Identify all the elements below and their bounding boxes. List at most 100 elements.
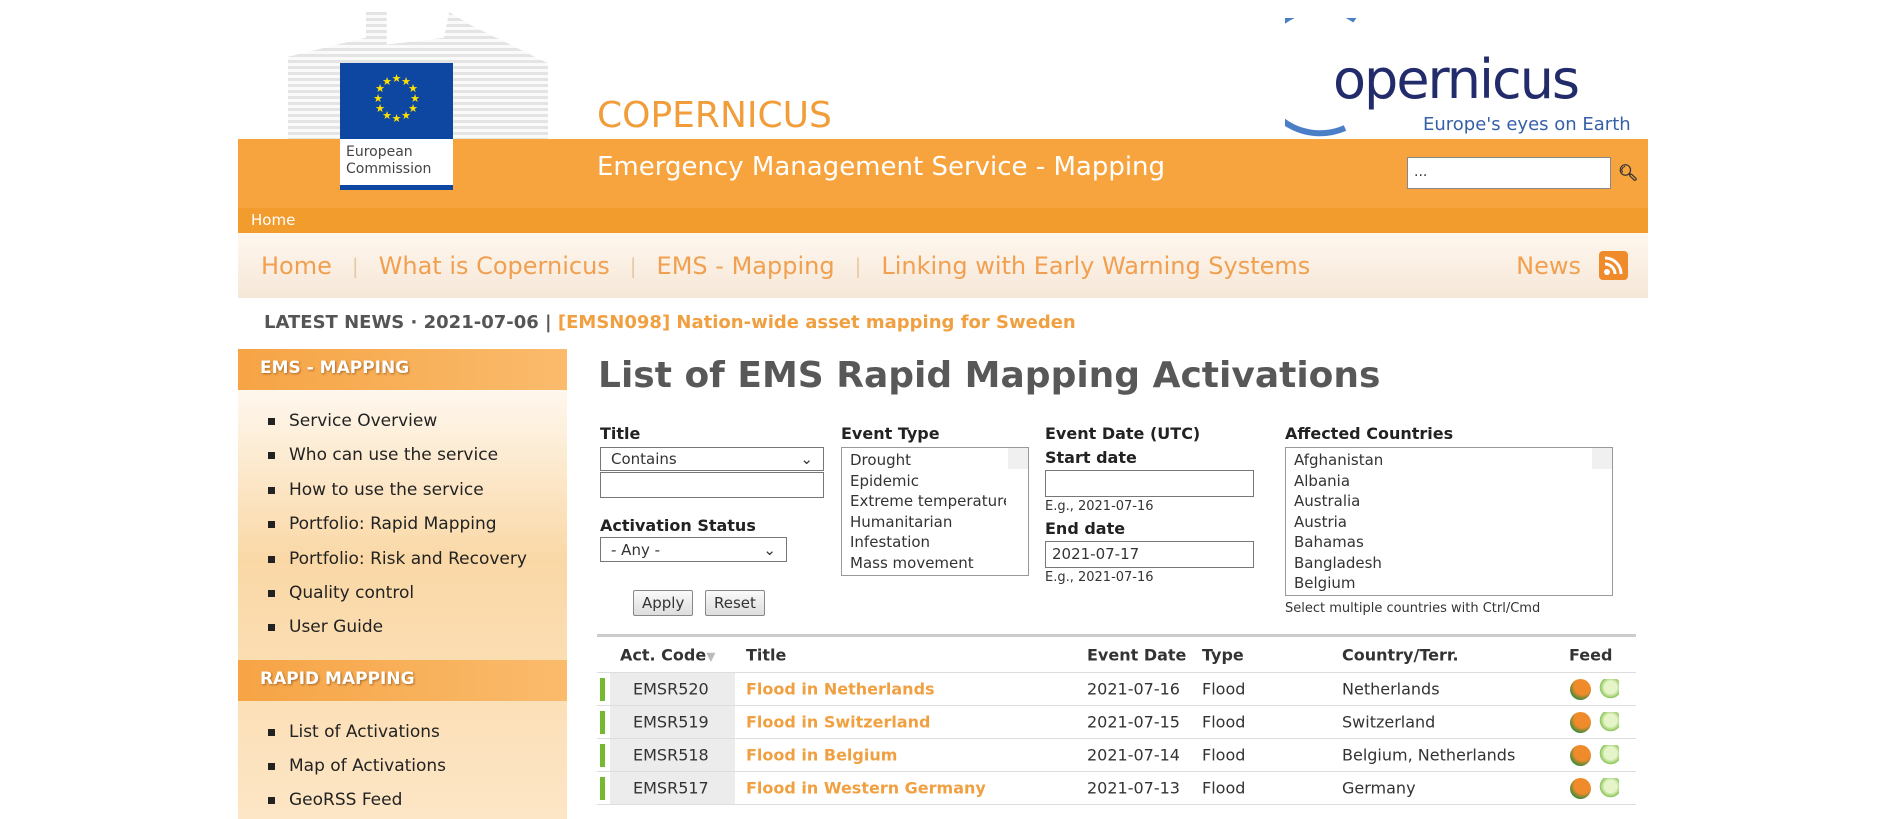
copernicus-logo[interactable]: opernicus Europe's eyes on Earth: [1285, 18, 1631, 140]
option[interactable]: Afghanistan: [1294, 451, 1384, 469]
country: Netherlands: [1342, 679, 1440, 699]
sidebar-item[interactable]: Service Overview: [268, 411, 437, 431]
option[interactable]: Epidemic: [850, 471, 919, 490]
title-mode-select[interactable]: Contains ⌄: [600, 447, 824, 471]
reset-button[interactable]: Reset: [705, 590, 765, 616]
option[interactable]: Bahamas: [1294, 533, 1364, 551]
copernicus-tagline: Europe's eyes on Earth: [1423, 114, 1631, 135]
rss-feed-icon[interactable]: [1570, 712, 1591, 733]
col-event-date[interactable]: Event Date: [1087, 645, 1187, 664]
event-date: 2021-07-14: [1087, 745, 1180, 765]
option[interactable]: Extreme temperature: [850, 492, 1006, 510]
nav-early-warning[interactable]: Linking with Early Warning Systems: [881, 251, 1311, 280]
copernicus-wordmark: opernicus: [1333, 48, 1580, 111]
scrollbar[interactable]: [1008, 448, 1028, 469]
page-title: List of EMS Rapid Mapping Activations: [598, 355, 1381, 396]
title-input[interactable]: [600, 472, 824, 498]
option[interactable]: Belgium: [1294, 574, 1356, 592]
nav-news[interactable]: News: [1516, 251, 1581, 280]
activations-table: Act. Code▼ Title Event Date Type Country…: [597, 634, 1636, 805]
option[interactable]: Humanitarian: [850, 512, 953, 531]
map-viewer-icon[interactable]: [1598, 679, 1619, 700]
map-viewer-icon[interactable]: [1598, 712, 1619, 733]
event-type-listbox[interactable]: Drought Epidemic Extreme temperature Hum…: [841, 447, 1029, 576]
event-type: Flood: [1202, 778, 1246, 798]
nav-ems-mapping[interactable]: EMS - Mapping: [656, 251, 835, 280]
col-title[interactable]: Title: [746, 645, 787, 664]
rss-feed-icon[interactable]: [1570, 745, 1591, 766]
col-act-code[interactable]: Act. Code▼: [620, 645, 715, 664]
act-code: EMSR517: [633, 778, 709, 798]
title-mode-value: Contains: [611, 450, 677, 468]
brand-title: COPERNICUS: [597, 95, 832, 136]
sidebar: EMS - MAPPING Service Overview Who can u…: [238, 349, 567, 819]
svg-text:★: ★: [410, 92, 420, 105]
col-type[interactable]: Type: [1202, 645, 1244, 664]
event-type: Flood: [1202, 679, 1246, 699]
option[interactable]: Albania: [1294, 471, 1351, 490]
sidebar-item[interactable]: Portfolio: Rapid Mapping: [268, 514, 497, 534]
start-date-input[interactable]: [1045, 470, 1254, 497]
latest-news-label: LATEST NEWS · 2021-07-06 |: [264, 312, 552, 333]
option[interactable]: Bangladesh: [1294, 553, 1382, 572]
sidebar-item[interactable]: GeoRSS Feed: [268, 790, 402, 810]
nav-separator: |: [854, 253, 862, 278]
breadcrumb-home[interactable]: Home: [251, 211, 296, 229]
activation-title-link[interactable]: Flood in Western Germany: [746, 778, 986, 798]
end-date-input[interactable]: 2021-07-17: [1045, 541, 1254, 568]
svg-text:★: ★: [401, 109, 411, 122]
rss-feed-icon[interactable]: [1570, 778, 1591, 799]
table-header: Act. Code▼ Title Event Date Type Country…: [597, 637, 1636, 673]
sidebar-item[interactable]: User Guide: [268, 617, 383, 637]
option[interactable]: Drought: [850, 451, 911, 469]
rss-feed-icon[interactable]: [1570, 679, 1591, 700]
nav-home[interactable]: Home: [261, 251, 332, 280]
search-input[interactable]: ...: [1407, 157, 1611, 189]
nav-separator: |: [629, 253, 637, 278]
activation-status-label: Activation Status: [600, 516, 756, 535]
option[interactable]: Mass movement: [850, 553, 974, 572]
rss-icon[interactable]: [1599, 251, 1628, 280]
activation-title-link[interactable]: Flood in Switzerland: [746, 712, 931, 732]
chevron-down-icon: ⌄: [763, 540, 776, 559]
col-country[interactable]: Country/Terr.: [1342, 645, 1459, 664]
table-row: EMSR517 Flood in Western Germany 2021-07…: [597, 772, 1636, 805]
map-viewer-icon[interactable]: [1598, 745, 1619, 766]
svg-text:★: ★: [375, 82, 385, 95]
activation-status-select[interactable]: - Any - ⌄: [600, 537, 787, 562]
countries-listbox[interactable]: Afghanistan Albania Australia Austria Ba…: [1285, 447, 1613, 596]
col-act-code-label: Act. Code: [620, 645, 707, 664]
sidebar-item[interactable]: Who can use the service: [268, 445, 498, 465]
activation-title-link[interactable]: Flood in Netherlands: [746, 679, 935, 699]
sidebar-item[interactable]: Map of Activations: [268, 756, 446, 776]
sidebar-section-title: EMS - MAPPING: [238, 349, 567, 390]
scrollbar[interactable]: [1592, 448, 1612, 469]
act-code: EMSR519: [633, 712, 709, 732]
status-indicator: [600, 678, 605, 701]
end-date-hint: E.g., 2021-07-16: [1045, 570, 1154, 585]
activation-title-link[interactable]: Flood in Belgium: [746, 745, 898, 765]
sidebar-item[interactable]: How to use the service: [268, 480, 484, 500]
svg-text:★: ★: [375, 102, 385, 115]
option[interactable]: Austria: [1294, 512, 1347, 531]
main-nav: Home | What is Copernicus | EMS - Mapping |…: [238, 233, 1648, 298]
apply-button[interactable]: Apply: [633, 590, 694, 616]
svg-text:★: ★: [401, 75, 411, 88]
option[interactable]: Australia: [1294, 492, 1361, 510]
countries-hint: Select multiple countries with Ctrl/Cmd: [1285, 601, 1541, 616]
start-date-hint: E.g., 2021-07-16: [1045, 499, 1154, 514]
status-indicator: [600, 744, 605, 767]
map-viewer-icon[interactable]: [1598, 778, 1619, 799]
sidebar-item[interactable]: Portfolio: Risk and Recovery: [268, 549, 527, 569]
chevron-down-icon: ⌄: [800, 450, 813, 468]
sidebar-item[interactable]: Quality control: [268, 583, 414, 603]
breadcrumb: Home: [238, 208, 1648, 233]
latest-news-link[interactable]: [EMSN098] Nation-wide asset mapping for …: [557, 312, 1076, 333]
event-type-label: Event Type: [841, 424, 940, 443]
sidebar-item[interactable]: List of Activations: [268, 722, 440, 742]
nav-what-is-copernicus[interactable]: What is Copernicus: [378, 251, 610, 280]
sort-desc-icon: ▼: [706, 649, 716, 663]
search-icon[interactable]: 🔍︎: [1618, 163, 1639, 182]
option[interactable]: Infestation: [850, 533, 931, 551]
title-label: Title: [600, 424, 641, 443]
